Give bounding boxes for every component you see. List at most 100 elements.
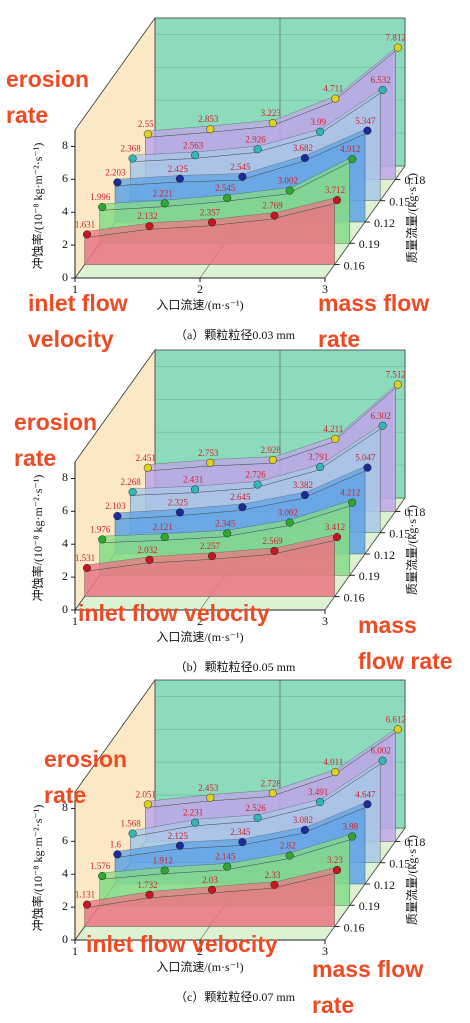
marker — [363, 126, 372, 135]
marker — [332, 866, 342, 875]
value-label: 2.545 — [230, 162, 251, 172]
x-tick-label: 1 — [72, 282, 78, 296]
value-label: 2.453 — [198, 783, 219, 793]
marker — [128, 829, 137, 838]
marker — [206, 458, 215, 467]
y-tick-label: 8 — [62, 800, 68, 814]
value-label: 2.132 — [137, 211, 157, 221]
y-tick-label: 6 — [62, 171, 68, 185]
marker — [268, 119, 277, 128]
marker — [113, 178, 122, 187]
value-label: 3.223 — [261, 108, 282, 118]
value-label: 2.221 — [153, 188, 173, 198]
z-tick-label: 0.15 — [389, 856, 410, 870]
annotation: erosion rate — [44, 746, 128, 808]
marker — [82, 230, 92, 239]
marker — [348, 832, 357, 841]
z-tick-label: 0.16 — [344, 590, 365, 604]
value-label: 6.002 — [370, 746, 390, 756]
value-label: 3.791 — [308, 452, 328, 462]
value-label: 2.55 — [138, 119, 154, 129]
x-tick-label: 2 — [197, 944, 203, 958]
marker — [98, 535, 107, 544]
value-label: 3.002 — [278, 176, 298, 186]
marker — [143, 463, 152, 472]
marker — [145, 890, 154, 899]
value-label: 4.912 — [340, 144, 360, 154]
z-tick-label: 0.18 — [404, 505, 425, 519]
value-label: 4.011 — [323, 757, 343, 767]
value-label: 2.431 — [183, 474, 203, 484]
y-axis-title: 冲蚀率/(10⁻⁸ kg·m⁻²·s⁻¹) — [30, 805, 45, 932]
z-axis-title: 质量流量/(kg·s⁻¹) — [405, 505, 419, 595]
z-tick-label: 0.12 — [374, 216, 395, 230]
value-label: 2.526 — [245, 803, 266, 813]
value-label: 2.451 — [136, 453, 156, 463]
z-tick-label: 0.12 — [374, 878, 395, 892]
value-label: 2.726 — [245, 470, 266, 480]
marker — [238, 172, 247, 181]
y-axis-title: 冲蚀率/(10⁻⁸ kg·m⁻²·s⁻¹) — [30, 143, 45, 270]
area — [84, 203, 335, 265]
y-tick-label: 0 — [62, 602, 68, 616]
value-label: 3.682 — [293, 143, 313, 153]
value-label: 4.647 — [355, 789, 376, 799]
value-label: 2.325 — [168, 497, 189, 507]
value-label: 3.082 — [293, 815, 313, 825]
marker — [145, 222, 154, 231]
value-label: 2.563 — [183, 140, 204, 150]
value-label: 2.268 — [120, 477, 141, 487]
value-label: 7.812 — [386, 33, 406, 43]
x-tick-label: 3 — [322, 614, 328, 628]
value-label: 1.976 — [90, 524, 111, 534]
marker — [253, 145, 262, 154]
marker — [160, 532, 169, 542]
value-label: 3.98 — [342, 822, 358, 832]
annotation: mass flow rate — [318, 290, 430, 352]
marker — [348, 498, 357, 507]
value-label: 2.545 — [215, 183, 236, 193]
y-tick-label: 6 — [62, 833, 68, 847]
marker — [300, 154, 309, 163]
marker — [363, 463, 372, 472]
marker — [331, 94, 340, 103]
z-axis-title: 质量流量/(kg·s⁻¹) — [405, 173, 419, 263]
marker — [143, 800, 152, 809]
annotation: inlet flow velocity — [28, 290, 128, 352]
value-label: 2.345 — [230, 827, 251, 837]
value-label: 2.051 — [136, 789, 156, 799]
value-label: 2.103 — [105, 501, 126, 511]
y-tick-label: 0 — [62, 932, 68, 946]
marker — [143, 130, 152, 139]
value-label: 4.711 — [323, 84, 343, 94]
annotation: erosion rate — [14, 409, 98, 471]
marker — [191, 151, 200, 160]
z-tick-label: 0.16 — [344, 920, 365, 934]
y-tick-label: 2 — [62, 237, 68, 251]
value-label: 3.23 — [327, 855, 343, 865]
marker — [285, 518, 294, 527]
marker — [316, 797, 325, 807]
marker — [331, 768, 340, 777]
marker — [207, 885, 217, 894]
y-tick-label: 8 — [62, 138, 68, 152]
value-label: 2.121 — [153, 522, 173, 532]
value-label: 1.732 — [137, 880, 157, 890]
x-axis-title: 入口流速/(m·s⁻¹) — [156, 298, 243, 312]
value-label: 2.853 — [198, 114, 219, 124]
marker — [223, 862, 232, 871]
marker — [331, 434, 340, 443]
x-tick-label: 1 — [72, 614, 78, 628]
marker — [285, 851, 294, 860]
value-label: 3.712 — [325, 185, 345, 195]
marker — [393, 43, 402, 52]
y-tick-label: 2 — [62, 569, 68, 583]
marker — [378, 85, 387, 94]
value-label: 2.425 — [168, 164, 189, 174]
z-tick-label: 0.19 — [359, 237, 380, 251]
value-label: 2.368 — [120, 143, 141, 153]
value-label: 2.257 — [200, 541, 221, 551]
marker — [223, 194, 232, 203]
caption: （c）颗粒粒径0.07 mm — [175, 989, 296, 1004]
